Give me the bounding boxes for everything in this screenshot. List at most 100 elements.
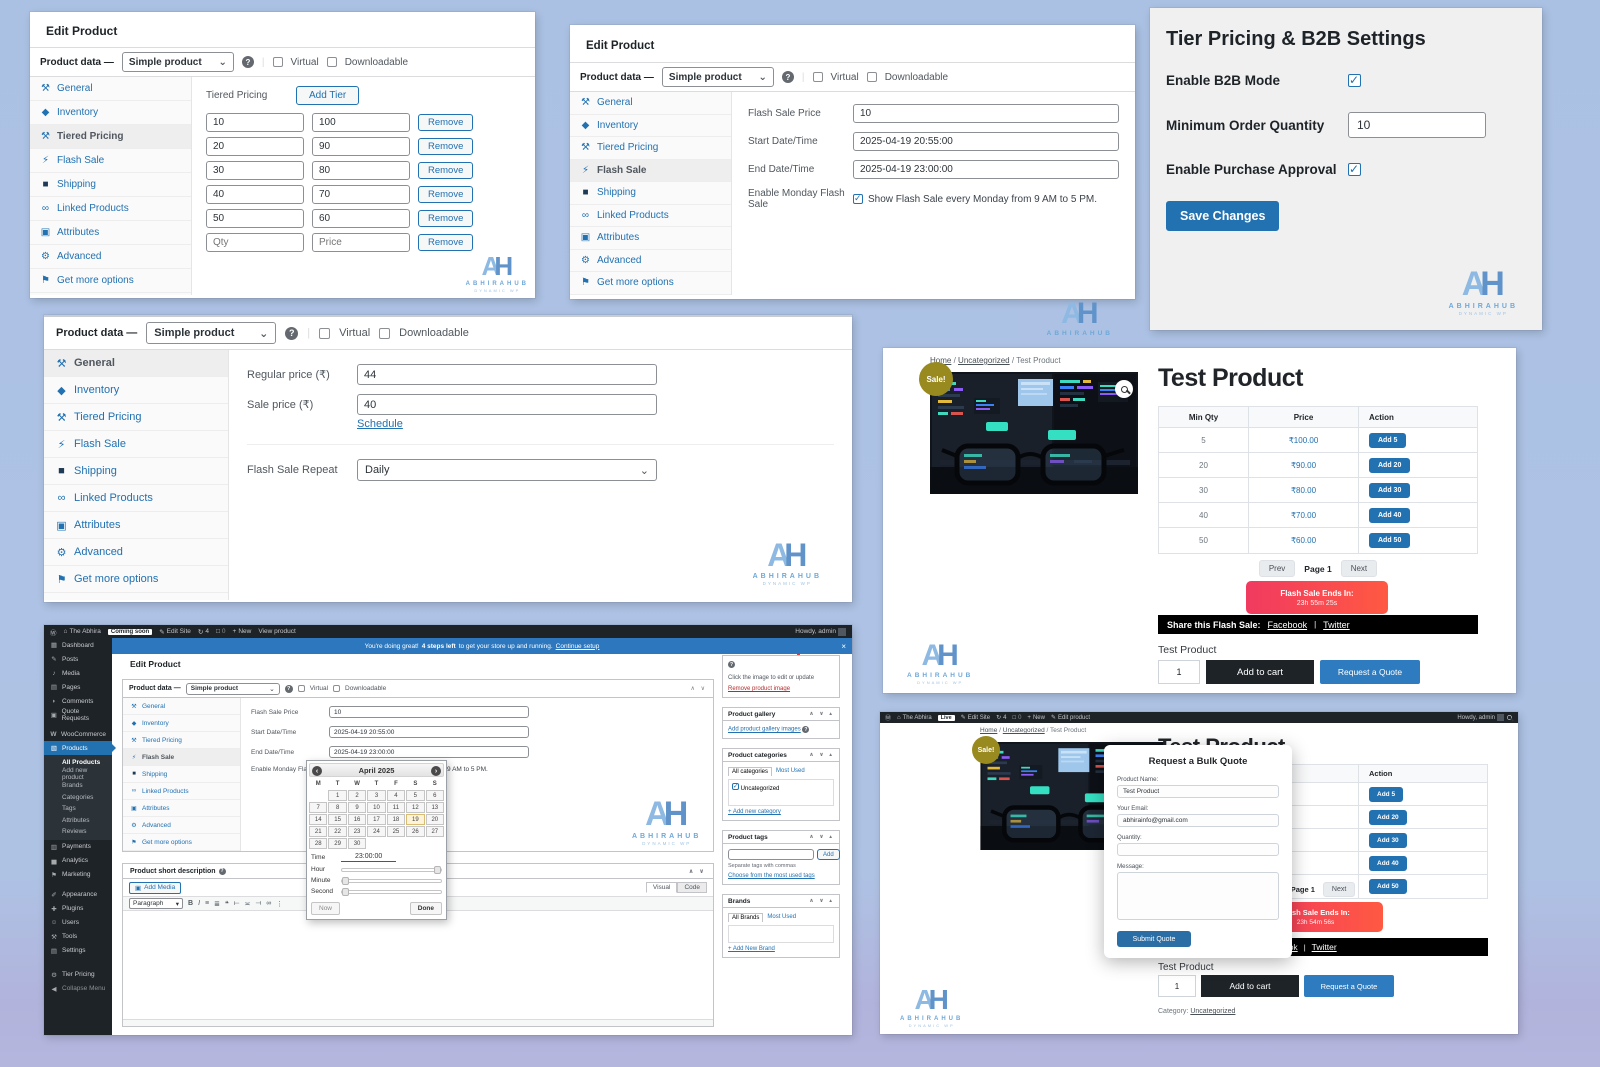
edit-site-menu[interactable]: ✎ Edit Site <box>159 628 191 636</box>
add-tier-button[interactable]: Add Tier <box>296 86 360 105</box>
tab-attributes[interactable]: Attributes <box>30 221 191 245</box>
tab-shipping[interactable]: Shipping <box>30 173 191 197</box>
tab-tiered-pricing[interactable]: Tiered Pricing <box>44 404 228 431</box>
sidebar-item-posts[interactable]: ✎ Posts <box>51 655 79 664</box>
sidebar-item-tools[interactable]: ⚒ Tools <box>51 933 78 941</box>
most-used-tab[interactable]: Most Used <box>767 914 797 920</box>
help-icon[interactable]: ? <box>781 71 794 83</box>
prev-month-button[interactable]: ‹ <box>312 766 322 776</box>
help-icon[interactable]: ? <box>728 661 735 668</box>
tab-linked-products[interactable]: Linked Products <box>570 205 731 227</box>
tab-general[interactable]: General <box>44 350 228 377</box>
facebook-share-link[interactable]: Facebook <box>1267 619 1308 630</box>
submenu-brands[interactable]: Brands <box>62 782 83 790</box>
remove-product-image-link[interactable]: Remove product image <box>728 686 791 692</box>
tab-attributes[interactable]: Attributes <box>570 227 731 250</box>
calendar-day[interactable]: 24 <box>367 826 386 837</box>
tab-shipping[interactable]: Shipping <box>570 182 731 205</box>
blockquote-button[interactable]: ❝ <box>224 900 229 908</box>
breadcrumb-home-link[interactable]: Home <box>930 356 952 365</box>
remove-tier-button[interactable]: Remove <box>418 234 474 251</box>
add-qty-button[interactable]: Add 30 <box>1369 832 1407 848</box>
end-datetime-input[interactable] <box>853 160 1119 179</box>
virtual-checkbox[interactable] <box>812 72 823 82</box>
tier-qty-input[interactable] <box>206 161 304 180</box>
calendar-day-selected[interactable]: 19 <box>406 814 425 825</box>
bold-button[interactable]: B <box>188 900 194 907</box>
category-link[interactable]: Uncategorized <box>1190 1008 1236 1015</box>
submenu-attributes[interactable]: Attributes <box>62 816 90 824</box>
help-icon[interactable]: ? <box>241 56 254 68</box>
tier-qty-input[interactable] <box>206 113 304 132</box>
sidebar-item-analytics[interactable]: ▅ Analytics <box>51 857 89 865</box>
collapse-toggle-icons[interactable]: ∧ ∨ <box>688 868 706 875</box>
help-icon[interactable]: ? <box>802 726 810 733</box>
add-gallery-images-link[interactable]: Add product gallery images <box>728 726 801 733</box>
collapse-toggle-icons[interactable]: ∧ ∨ ▴ <box>809 898 834 904</box>
breadcrumb-category-link[interactable]: Uncategorized <box>1002 727 1045 734</box>
tier-price-input[interactable] <box>312 161 410 180</box>
email-input[interactable] <box>1117 814 1279 827</box>
product-type-select[interactable]: Simple product ⌄ <box>121 52 234 72</box>
sidebar-collapse-menu[interactable]: ◀ Collapse Menu <box>51 985 106 993</box>
sidebar-item-dashboard[interactable]: ▦ Dashboard <box>50 641 94 650</box>
tab-flash-sale[interactable]: Flash Sale <box>123 749 240 766</box>
product-image[interactable] <box>930 372 1138 494</box>
sidebar-item-appearance[interactable]: ✐ Appearance <box>51 891 98 899</box>
close-notice-icon[interactable]: × <box>841 641 846 651</box>
submenu-tags[interactable]: Tags <box>62 805 76 813</box>
link-button[interactable]: ∞ <box>266 900 272 907</box>
breadcrumb-category-link[interactable]: Uncategorized <box>958 356 1010 365</box>
calendar-day[interactable]: 11 <box>386 802 406 813</box>
downloadable-checkbox[interactable] <box>326 57 337 67</box>
code-tab[interactable]: Code <box>677 882 707 893</box>
product-name-input[interactable] <box>1117 785 1279 798</box>
quantity-input[interactable]: 1 <box>1158 975 1196 997</box>
add-qty-button[interactable]: Add 5 <box>1369 786 1404 802</box>
visual-tab[interactable]: Visual <box>645 882 678 893</box>
start-datetime-input[interactable] <box>853 132 1119 151</box>
quantity-input[interactable] <box>1117 843 1279 856</box>
align-center-button[interactable]: ≍ <box>244 900 251 908</box>
help-icon[interactable]: ? <box>218 867 226 875</box>
help-icon[interactable]: ? <box>284 684 293 693</box>
tab-general[interactable]: General <box>30 77 191 101</box>
tier-qty-input[interactable] <box>206 185 304 204</box>
tags-input[interactable] <box>728 849 814 860</box>
collapse-toggle-icons[interactable]: ∧ ∨ ▴ <box>809 711 834 717</box>
end-datetime-input[interactable] <box>329 746 529 758</box>
updates-menu[interactable]: ↻ 4 <box>996 714 1007 722</box>
product-type-select[interactable]: Simple product ⌄ <box>185 682 280 695</box>
italic-button[interactable]: I <box>198 900 201 907</box>
tab-flash-sale[interactable]: Flash Sale <box>30 149 191 173</box>
calendar-day[interactable]: 12 <box>406 802 425 813</box>
regular-price-input[interactable] <box>357 364 657 385</box>
calendar-day[interactable]: 18 <box>386 814 406 825</box>
edit-site-menu[interactable]: ✎ Edit Site <box>960 714 991 722</box>
tab-linked-products[interactable]: Linked Products <box>123 783 240 800</box>
submenu-reviews[interactable]: Reviews <box>62 828 87 836</box>
tab-linked-products[interactable]: Linked Products <box>30 197 191 221</box>
product-type-select[interactable]: Simple product ⌄ <box>146 322 277 344</box>
wordpress-logo-icon[interactable]: Ⓦ <box>885 716 892 722</box>
choose-tags-link[interactable]: Choose from the most used tags <box>728 873 815 879</box>
next-month-button[interactable]: › <box>431 766 441 776</box>
add-qty-button[interactable]: Add 20 <box>1369 457 1411 473</box>
sidebar-item-marketing[interactable]: ⚑ Marketing <box>51 871 91 879</box>
add-qty-button[interactable]: Add 40 <box>1369 855 1407 871</box>
sidebar-item-quote-requests[interactable]: ▣ Quote Requests <box>50 708 90 722</box>
calendar-day[interactable]: 13 <box>425 802 444 813</box>
tab-inventory[interactable]: Inventory <box>30 101 191 125</box>
add-qty-button[interactable]: Add 20 <box>1369 809 1407 825</box>
tab-tiered-pricing[interactable]: Tiered Pricing <box>123 732 240 749</box>
next-page-button[interactable]: Next <box>1340 560 1378 577</box>
account-menu[interactable]: Howdy, admin <box>795 627 846 636</box>
moq-input[interactable] <box>1348 112 1486 138</box>
calendar-day[interactable]: 27 <box>425 826 444 837</box>
sale-price-input[interactable] <box>357 394 657 415</box>
twitter-share-link[interactable]: Twitter <box>1323 619 1350 630</box>
tab-general[interactable]: General <box>123 698 240 715</box>
most-used-tab[interactable]: Most Used <box>776 768 805 774</box>
flash-price-input[interactable] <box>329 706 529 718</box>
add-media-button[interactable]: ▣ Add Media <box>129 881 182 894</box>
